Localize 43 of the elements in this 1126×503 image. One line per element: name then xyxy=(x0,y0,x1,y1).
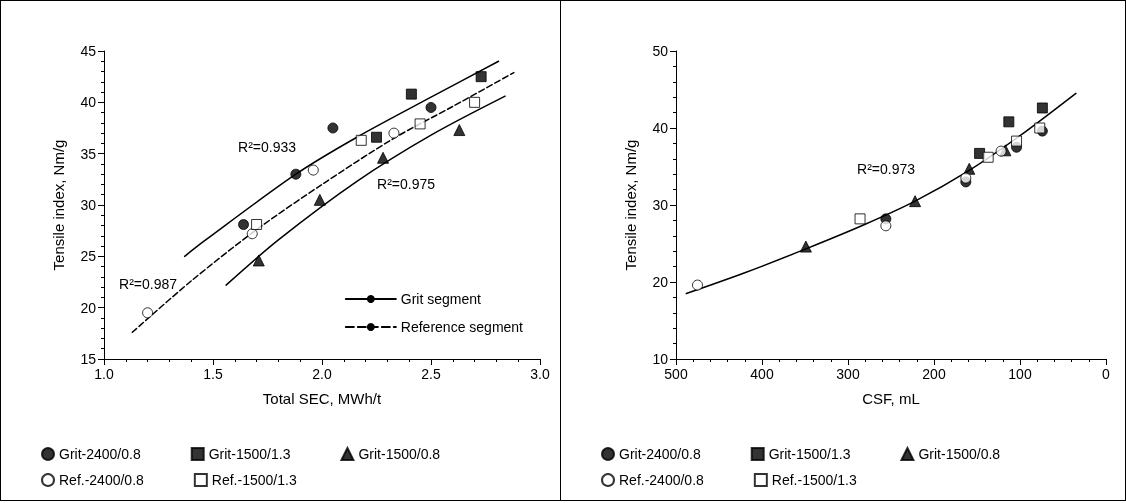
legend-label: Reference segment xyxy=(400,319,524,335)
y-tick-label: 25 xyxy=(80,248,97,265)
y-tick-label: 20 xyxy=(652,274,669,290)
legend-label: Grit-1500/1.3 xyxy=(768,446,851,462)
y-tick-label: 20 xyxy=(80,299,97,316)
annotation: R²=0.975 xyxy=(377,176,436,192)
x-tick-label: 100 xyxy=(1008,366,1032,382)
legend-label: Ref.-1500/1.3 xyxy=(771,472,857,488)
y-tick-label: 30 xyxy=(80,197,97,213)
legend-label: Ref.-1500/1.3 xyxy=(211,472,297,488)
x-tick-label: 1.0 xyxy=(94,366,114,382)
y-tick-label: 50 xyxy=(652,43,669,59)
legend-label: Ref.-2400/0.8 xyxy=(59,472,145,488)
y-tick-label: 40 xyxy=(80,94,97,111)
annotation: R²=0.987 xyxy=(119,276,178,292)
x-tick-label: 2.5 xyxy=(421,366,441,382)
legend-label: Grit-1500/1.3 xyxy=(208,446,291,462)
legend-label: Grit-2400/0.8 xyxy=(59,446,141,462)
y-axis-title: Tensile index, Nm/g xyxy=(50,139,67,271)
y-tick-label: 30 xyxy=(652,197,669,213)
legend-label: Grit-1500/0.8 xyxy=(358,446,441,462)
legend-label: Ref.-2400/0.8 xyxy=(619,472,705,488)
annotation: R²=0.973 xyxy=(857,161,916,177)
y-tick-label: 15 xyxy=(80,351,97,367)
y-tick-label: 35 xyxy=(80,145,97,162)
x-tick-label: 300 xyxy=(836,366,860,382)
x-tick-label: 200 xyxy=(922,366,946,382)
annotation: R²=0.933 xyxy=(238,139,297,155)
y-tick-label: 45 xyxy=(80,43,97,59)
x-tick-label: 3.0 xyxy=(530,366,550,382)
x-tick-label: 1.5 xyxy=(203,366,223,382)
x-tick-label: 400 xyxy=(750,366,774,382)
x-tick-label: 500 xyxy=(664,366,688,382)
y-tick-label: 10 xyxy=(652,351,669,367)
legend-label: Grit-2400/0.8 xyxy=(619,446,701,462)
legend-label: Grit segment xyxy=(400,291,482,307)
legend-label: Grit-1500/0.8 xyxy=(918,446,1001,462)
x-axis-title: Total SEC, MWh/t xyxy=(262,390,383,407)
x-tick-label: 0 xyxy=(1102,366,1111,382)
y-tick-label: 40 xyxy=(652,120,669,136)
x-axis-title: CSF, mL xyxy=(862,390,920,407)
y-axis-title: Tensile index, Nm/g xyxy=(622,139,639,271)
x-tick-label: 2.0 xyxy=(312,366,332,382)
